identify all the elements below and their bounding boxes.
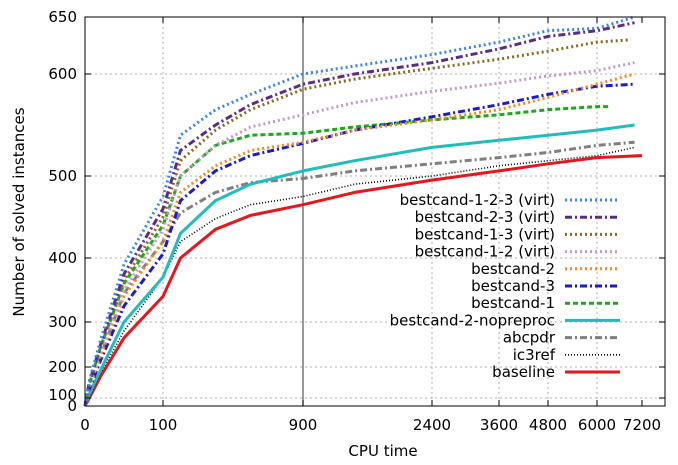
y-tick-label: 300 (48, 313, 77, 331)
x-tick-label: 2400 (413, 416, 451, 434)
tick-layer: 0 100 900 2400 3600 4800 6000 72000100200300400… (48, 8, 665, 434)
series-line (83, 123, 635, 407)
y-tick-label: 400 (48, 249, 77, 267)
legend-label: bestcand-3 (471, 277, 555, 295)
plot-frame (84, 16, 666, 407)
legend-label: baseline (492, 363, 555, 381)
x-tick-label: 6000 (578, 416, 616, 434)
legend-label: bestcand-2-3 (virt) (415, 208, 555, 226)
legend-label: bestcand-1 (471, 294, 555, 312)
series-line (83, 15, 635, 407)
y-axis-label: Number of solved instances (10, 107, 28, 316)
x-tick-label: 7200 (623, 416, 661, 434)
y-tick-label: 500 (48, 167, 77, 185)
x-tick-label: 4800 (529, 416, 567, 434)
legend-label: abcpdr (503, 329, 556, 347)
series-line (83, 154, 643, 407)
legend-label: ic3ref (513, 346, 556, 364)
series-line (83, 21, 635, 407)
y-tick-label: 650 (48, 8, 77, 26)
x-tick-label: 3600 (480, 416, 518, 434)
x-tick-label: 100 (149, 416, 178, 434)
legend-label: bestcand-1-2-3 (virt) (400, 191, 555, 209)
legend-label: bestcand-1-3 (virt) (415, 225, 555, 243)
legend-label: bestcand-2 (471, 260, 555, 278)
legend-label: bestcand-1-2 (virt) (415, 243, 555, 261)
x-tick-label: 0 (80, 416, 90, 434)
series-line (83, 105, 609, 407)
legend: bestcand-1-2-3 (virt)bestcand-2-3 (virt)… (390, 191, 620, 381)
series-layer (83, 15, 643, 407)
y-tick-label: 600 (48, 65, 77, 83)
x-axis-label: CPU time (348, 442, 417, 460)
series-line (83, 61, 635, 407)
y-tick-label: 200 (48, 358, 77, 376)
legend-label: bestcand-2-nopreproc (390, 311, 555, 329)
series-line (84, 146, 635, 407)
x-tick-label: 900 (289, 416, 318, 434)
y-tick-label: 0 (67, 397, 77, 415)
y-tick-label: 100 (48, 386, 77, 404)
